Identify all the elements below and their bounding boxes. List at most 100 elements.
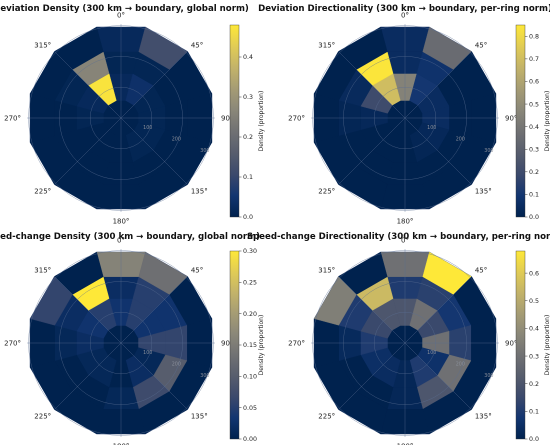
spoke-gridline	[338, 117, 406, 185]
colorbar-tick-label: 0.2	[529, 169, 539, 176]
colorbar-tick-label: 0.5	[529, 298, 539, 305]
ring-label: 300	[200, 373, 209, 379]
colorbar-tick-label: 0.4	[529, 124, 539, 131]
polar-panel-3: Speed-change Density (300 km → boundary,…	[0, 232, 265, 445]
spoke-gridline	[120, 342, 188, 410]
direction-label: 270°	[288, 340, 305, 348]
direction-label: 90°	[505, 340, 517, 348]
direction-label: 0°	[401, 237, 409, 245]
direction-label: 135°	[475, 412, 492, 420]
colorbar-tick-label: 0.4	[243, 54, 253, 61]
direction-label: 90°	[505, 115, 517, 123]
spoke-gridline	[54, 117, 122, 185]
spoke-gridline	[404, 117, 472, 185]
colorbar-label: Density (proportion)	[258, 315, 265, 376]
direction-label: 270°	[288, 115, 305, 123]
spoke-gridline	[54, 51, 122, 119]
colorbar-tick-label: 0.1	[529, 192, 539, 199]
polar-panel-1: Deviation Density (300 km → boundary, gl…	[0, 4, 265, 226]
ring-label: 100	[427, 350, 436, 356]
ring-label: 300	[200, 148, 209, 154]
spoke-gridline	[54, 276, 122, 344]
direction-label: 45°	[475, 42, 487, 50]
colorbar-label: Density (proportion)	[544, 315, 550, 376]
colorbar-tick-label: 0.0	[529, 436, 539, 443]
colorbar-tick-label: 0.10	[243, 374, 257, 381]
direction-label: 225°	[34, 187, 51, 195]
colorbar-tick-label: 0.15	[243, 342, 257, 349]
spoke-gridline	[120, 117, 188, 185]
colorbar-tick-label: 0.5	[529, 101, 539, 108]
direction-label: 0°	[401, 12, 409, 20]
colorbar-tick-label: 0.2	[529, 381, 539, 388]
colorbar-tick-label: 0.4	[529, 326, 539, 333]
spoke-gridline	[404, 342, 472, 410]
colorbar-tick-label: 0.1	[243, 174, 253, 181]
colorbar	[515, 24, 526, 218]
direction-label: 135°	[191, 187, 208, 195]
chart-title: Deviation Directionality (300 km → bound…	[258, 4, 550, 14]
colorbar-tick-label: 0.6	[529, 79, 539, 86]
ring-label: 200	[172, 361, 181, 367]
spoke-gridline	[120, 51, 188, 119]
ring-label: 200	[172, 136, 181, 142]
chart-title: Deviation Density (300 km → boundary, gl…	[0, 4, 249, 14]
colorbar	[229, 24, 240, 218]
direction-label: 90°	[221, 340, 233, 348]
colorbar-tick-label: 0.0	[243, 214, 253, 221]
colorbar-tick-label: 0.20	[243, 311, 257, 318]
direction-label: 315°	[34, 267, 51, 275]
direction-label: 180°	[397, 443, 414, 445]
ring-label: 300	[484, 373, 493, 379]
ring-label: 100	[427, 125, 436, 131]
polar-panel-4: Speed-change Directionality (300 km → bo…	[247, 232, 550, 445]
direction-label: 45°	[191, 42, 203, 50]
colorbar-tick-label: 0.1	[529, 409, 539, 416]
direction-label: 315°	[318, 42, 335, 50]
colorbar-tick-label: 0.3	[243, 94, 253, 101]
ring-label: 200	[456, 361, 465, 367]
ring-label: 100	[143, 125, 152, 131]
direction-label: 180°	[113, 443, 130, 445]
direction-label: 270°	[4, 115, 21, 123]
colorbar	[515, 250, 526, 440]
spoke-gridline	[338, 51, 406, 119]
direction-label: 0°	[117, 12, 125, 20]
colorbar-tick-label: 0.0	[529, 214, 539, 221]
colorbar-tick-label: 0.00	[243, 436, 257, 443]
direction-label: 0°	[117, 237, 125, 245]
colorbar-tick-label: 0.8	[529, 33, 539, 40]
direction-label: 135°	[191, 412, 208, 420]
ring-label: 200	[456, 136, 465, 142]
direction-label: 315°	[34, 42, 51, 50]
colorbar-label: Density (proportion)	[544, 91, 550, 152]
spoke-gridline	[404, 276, 472, 344]
colorbar-tick-label: 0.2	[243, 134, 253, 141]
spoke-gridline	[338, 276, 406, 344]
direction-label: 180°	[113, 218, 130, 226]
colorbar-tick-label: 0.05	[243, 405, 257, 412]
direction-label: 90°	[221, 115, 233, 123]
colorbar-tick-label: 0.30	[243, 248, 257, 255]
colorbar-tick-label: 0.6	[529, 270, 539, 277]
ring-label: 300	[484, 148, 493, 154]
direction-label: 135°	[475, 187, 492, 195]
colorbar-tick-label: 0.25	[243, 280, 257, 287]
spoke-gridline	[338, 342, 406, 410]
ring-label: 100	[143, 350, 152, 356]
colorbar-tick-label: 0.7	[529, 56, 539, 63]
polar-panel-2: Deviation Directionality (300 km → bound…	[258, 4, 550, 226]
direction-label: 225°	[34, 412, 51, 420]
colorbar	[229, 250, 240, 440]
direction-label: 225°	[318, 412, 335, 420]
spoke-gridline	[404, 51, 472, 119]
colorbar-tick-label: 0.3	[529, 353, 539, 360]
direction-label: 315°	[318, 267, 335, 275]
direction-label: 180°	[397, 218, 414, 226]
direction-label: 225°	[318, 187, 335, 195]
direction-label: 45°	[191, 267, 203, 275]
direction-label: 45°	[475, 267, 487, 275]
chart-title: Speed-change Density (300 km → boundary,…	[0, 232, 260, 242]
spoke-gridline	[54, 342, 122, 410]
